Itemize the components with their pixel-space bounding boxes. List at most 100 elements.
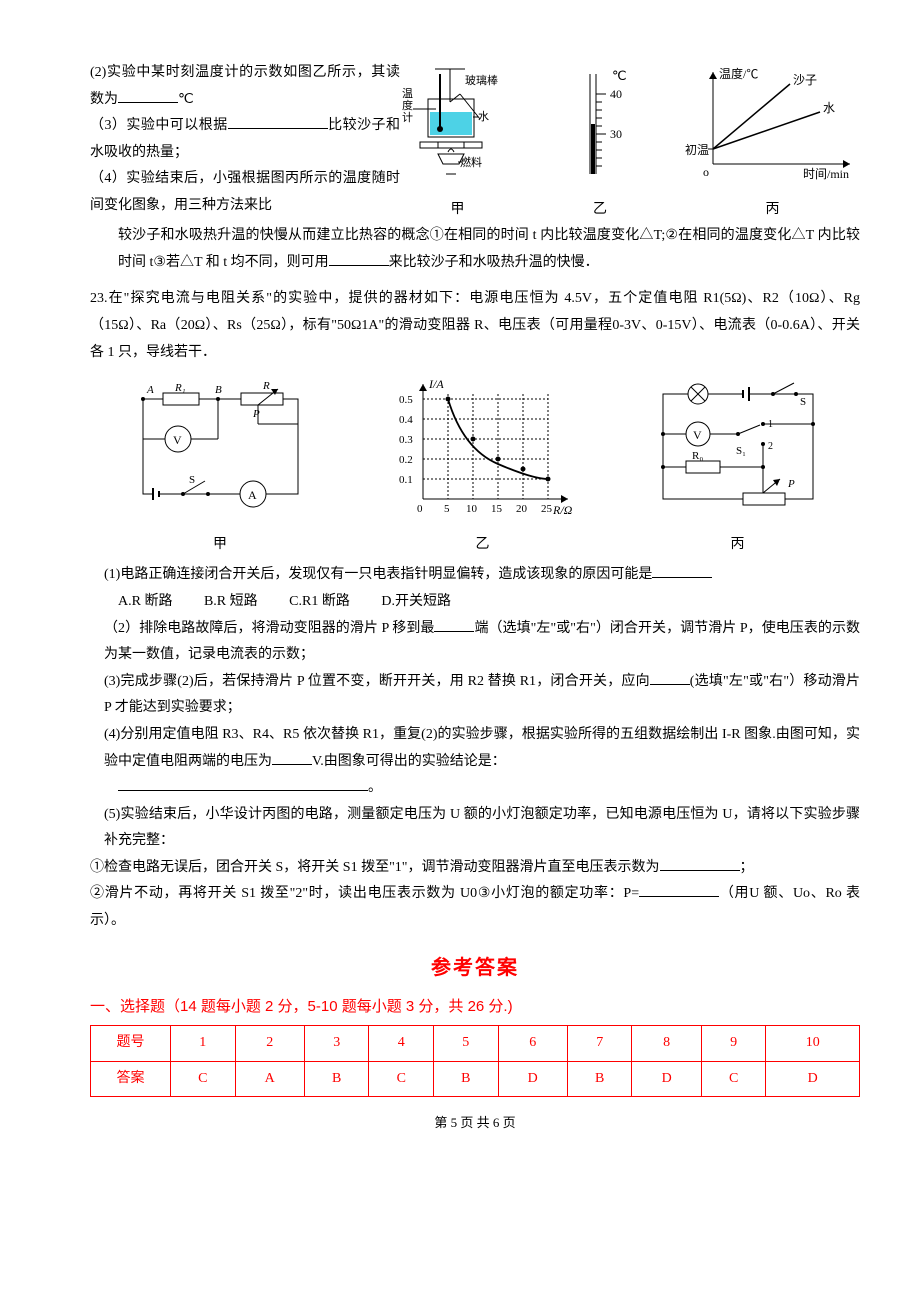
yi-ticks	[596, 94, 606, 166]
bing-xlabel: 时间/min	[803, 167, 849, 181]
q23-p1-blank	[652, 564, 712, 578]
q22-top: (2)实验中某时刻温度计的示数如图乙所示，其读数为℃ （3）实验中可以根据比较沙…	[90, 60, 860, 223]
svg-text:S: S	[800, 396, 806, 408]
svg-text:5: 5	[444, 503, 450, 515]
q23-optD: D.开关短路	[381, 594, 451, 609]
lbl-glass-rod: 玻璃棒	[465, 73, 498, 87]
q23-fig-bing: S V 1 2 S₁	[648, 379, 828, 558]
q23-p3a: (3)完成步骤(2)后，若保持滑片 P 位置不变，断开开关，用 R2 替换 R1…	[104, 674, 650, 689]
svg-text:R: R	[262, 380, 270, 392]
answer-title: 参考答案	[90, 949, 860, 987]
page-footer: 第 5 页 共 6 页	[90, 1111, 860, 1136]
q22-4-blank	[329, 252, 389, 266]
q23-p5-1: ①检查电路无误后，团合开关 S，将开关 S1 拨至"1"，调节滑动变阻器滑片直至…	[90, 855, 860, 882]
yi-30: 30	[610, 127, 622, 141]
svg-text:R/Ω: R/Ω	[552, 503, 573, 517]
answer-row-nums: 题号 12 34 56 78 910	[91, 1026, 860, 1062]
svg-text:0.1: 0.1	[399, 474, 413, 486]
q23-num: 23.	[90, 291, 108, 306]
q22-label-jia: 甲	[400, 197, 515, 224]
q23-block: 23.在"探究电流与电阻关系"的实验中，提供的器材如下：电源电压恒为 4.5V，…	[90, 286, 860, 934]
q23-p5-2: ②滑片不动，再将开关 S1 拨至"2"时，读出电压表示数为 U0③小灯泡的额定功…	[90, 881, 860, 934]
q23-optC: C.R1 断路	[289, 594, 350, 609]
lbl-water: 水	[478, 110, 489, 123]
lbl-fuel: 燃料	[460, 155, 482, 169]
q23-optB: B.R 短路	[204, 594, 258, 609]
svg-text:A: A	[146, 384, 154, 396]
q23-p5-1a: ①检查电路无误后，团合开关 S，将开关 S1 拨至"1"，调节滑动变阻器滑片直至…	[90, 860, 660, 875]
ans-hdr-a: 答案	[91, 1061, 171, 1097]
ans-hdr-q: 题号	[91, 1026, 171, 1062]
svg-text:o: o	[703, 165, 709, 179]
svg-text:20: 20	[516, 503, 528, 515]
answer-table: 题号 12 34 56 78 910 答案 CA BC BD BD CD	[90, 1025, 860, 1097]
page-content: (2)实验中某时刻温度计的示数如图乙所示，其读数为℃ （3）实验中可以根据比较沙…	[90, 60, 860, 1136]
svg-text:15: 15	[491, 503, 503, 515]
q23-p2a: （2）排除电路故障后，将滑动变阻器的滑片 P 移到最	[104, 621, 434, 636]
q23-p5-1b: ；	[740, 860, 754, 875]
q22-fig-bing: 温度/℃ 时间/min 沙子 水 初温 o 丙	[685, 64, 860, 223]
q22-label-yi: 乙	[560, 197, 640, 224]
yi-unit: ℃	[612, 68, 627, 83]
yi-40: 40	[610, 87, 622, 101]
q23-p1a: (1)电路正确连接闭合开关后，发现仅有一只电表指针明显偏转，造成该现象的原因可能…	[104, 567, 652, 582]
q23-p2-blank	[434, 618, 474, 632]
svg-text:度: 度	[402, 98, 413, 112]
svg-text:0.3: 0.3	[399, 434, 413, 446]
q23-p5-2-blank	[639, 883, 719, 897]
svg-text:R₀: R₀	[692, 450, 703, 462]
svg-text:10: 10	[466, 503, 478, 515]
q23-stem1: 在"探究电流与电阻关系"的实验中，提供的器材如下：电源电压恒为 4.5V，五个定…	[90, 291, 860, 359]
q23-p1: (1)电路正确连接闭合开关后，发现仅有一只电表指针明显偏转，造成该现象的原因可能…	[90, 562, 860, 589]
svg-text:P: P	[787, 478, 795, 490]
q23-fig-jia: R₁ A B R P V	[123, 379, 318, 558]
q22-label-bing: 丙	[685, 197, 860, 224]
svg-text:25: 25	[541, 503, 553, 515]
beaker-water	[430, 112, 472, 135]
q23-label-bing: 丙	[648, 532, 828, 559]
q23-p1-opts: A.R 断路 B.R 短路 C.R1 断路 D.开关短路	[90, 589, 860, 616]
answer-row-vals: 答案 CA BC BD BD CD	[91, 1061, 860, 1097]
q23-p4-line2: 。	[90, 775, 860, 802]
q23-p2: （2）排除电路故障后，将滑动变阻器的滑片 P 移到最端（选填"左"或"右"）闭合…	[90, 616, 860, 669]
q22-fig-yi: ℃ 40 30 乙	[560, 64, 640, 223]
q23-p4b: V.由图象可得出的实验结论是：	[312, 754, 506, 769]
lbl-thermo-1: 温	[402, 87, 413, 100]
bing-y0: 初温	[685, 143, 709, 157]
q22-fig-jia: 玻璃棒 温 度 计 水	[400, 64, 515, 223]
svg-text:0.4: 0.4	[399, 414, 413, 426]
q23-p4-blank2	[118, 777, 368, 791]
svg-text:S: S	[189, 474, 195, 486]
q22-2-unit: ℃	[178, 92, 194, 107]
q23-p5-2a: ②滑片不动，再将开关 S1 拨至"2"时，读出电压表示数为 U0③小灯泡的额定功…	[90, 886, 639, 901]
svg-text:V: V	[693, 428, 702, 442]
svg-text:B: B	[215, 384, 222, 396]
svg-text:I/A: I/A	[428, 377, 444, 391]
q23-p3: (3)完成步骤(2)后，若保持滑片 P 位置不变，断开开关，用 R2 替换 R1…	[90, 669, 860, 722]
q22-4-cont: 较沙子和水吸热升温的快慢从而建立比热容的概念①在相同的时间 t 内比较温度变化△…	[90, 223, 860, 276]
q22-4c: 来比较沙子和水吸热升温的快慢．	[389, 255, 599, 270]
q22-top-text: (2)实验中某时刻温度计的示数如图乙所示，其读数为℃ （3）实验中可以根据比较沙…	[90, 60, 400, 223]
q23-p4: (4)分别用定值电阻 R3、R4、R5 依次替换 R1，重复(2)的实验步骤，根…	[90, 722, 860, 775]
q23-optA: A.R 断路	[118, 594, 172, 609]
q22-4a: （4）实验结束后，小强根据图丙所示的温度随时间变化图象，用三种方法来比	[90, 166, 400, 219]
svg-text:A: A	[248, 488, 257, 502]
answer-section: 一、选择题（14 题每小题 2 分，5-10 题每小题 3 分，共 26 分.)	[90, 993, 860, 1022]
q23-label-yi: 乙	[383, 532, 583, 559]
q23-p4c: 。	[368, 780, 382, 795]
q23-p5: (5)实验结束后，小华设计丙图的电路，测量额定电压为 U 额的小灯泡额定功率，已…	[90, 802, 860, 855]
svg-text:P: P	[252, 408, 260, 420]
bing-sand: 沙子	[793, 73, 817, 87]
q23-fig-yi: I/A R/Ω 0.1 0.2 0.3 0.4 0.5 0	[383, 374, 583, 558]
svg-text:R₁: R₁	[174, 382, 186, 394]
q23-figures: R₁ A B R P V	[90, 374, 860, 558]
q22-3-blank	[228, 115, 328, 129]
q23-p4-blank1	[272, 751, 312, 765]
svg-text:V: V	[173, 433, 182, 447]
svg-text:S₁: S₁	[736, 445, 746, 457]
q23-label-jia: 甲	[123, 532, 318, 559]
q22-figures: 玻璃棒 温 度 计 水	[400, 60, 860, 223]
bing-water: 水	[823, 101, 835, 115]
bing-ylabel: 温度/℃	[719, 66, 758, 81]
q23-p5-1-blank	[660, 857, 740, 871]
